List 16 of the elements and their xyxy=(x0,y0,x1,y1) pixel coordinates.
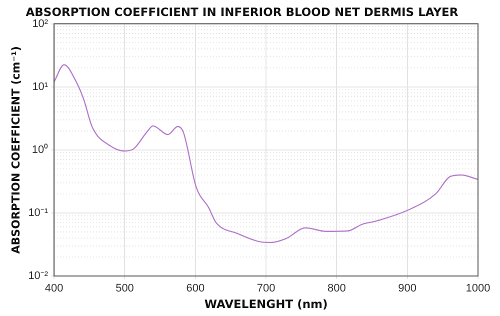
chart-title: ABSORPTION COEFFICIENT IN INFERIOR BLOOD NET DERMIS LAYER xyxy=(26,4,458,19)
y-tick-label: 10⁰ xyxy=(32,142,48,156)
x-axis-title: WAVELENGHT (nm) xyxy=(204,297,328,312)
y-axis-title: ABSORPTION COEFFICIENT (cm⁻¹) xyxy=(9,46,22,254)
x-tick-label: 400 xyxy=(44,282,64,295)
y-tick-label: 10¹ xyxy=(32,80,48,93)
y-tick-label: 10⁻¹ xyxy=(28,206,48,219)
line-series xyxy=(54,64,478,244)
x-tick-label: 1000 xyxy=(466,282,490,295)
x-tick-label: 700 xyxy=(256,282,276,295)
x-tick-label: 800 xyxy=(328,282,346,295)
y-tick-label: 10⁻² xyxy=(28,270,48,282)
x-tick-label: 600 xyxy=(186,282,205,295)
y-tick-label: 10² xyxy=(32,18,48,30)
x-tick-label: 500 xyxy=(116,282,134,295)
x-tick-label: 900 xyxy=(398,282,417,295)
